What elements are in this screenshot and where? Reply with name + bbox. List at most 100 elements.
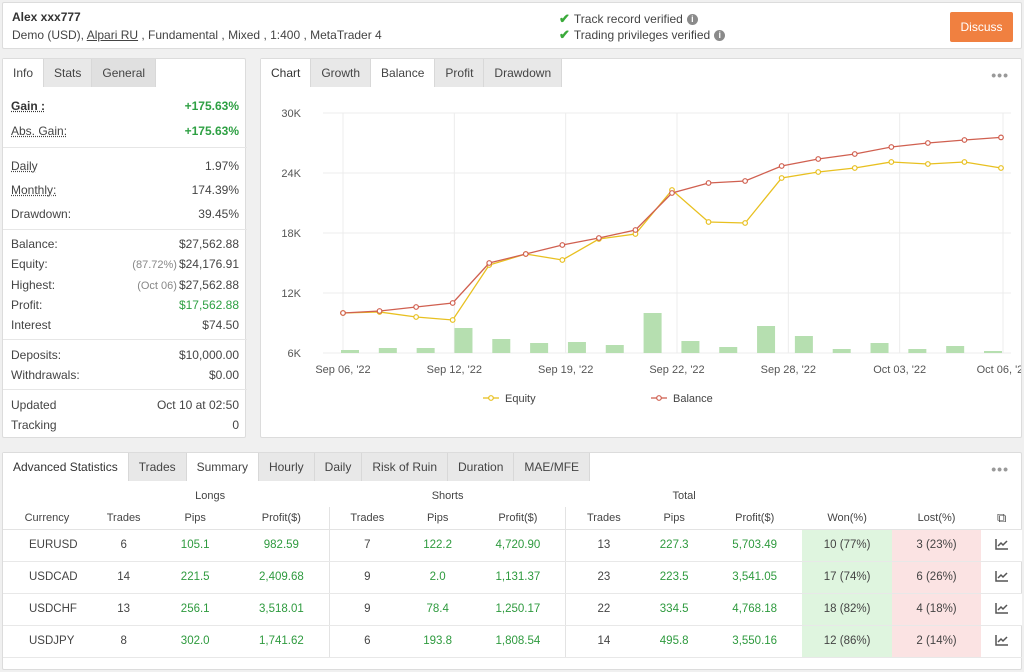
info-icon[interactable]: i — [686, 13, 698, 25]
data-point-balance — [924, 140, 931, 146]
table-cell: 3 (23%) — [891, 529, 982, 562]
table-cell: 9 — [328, 561, 405, 594]
chart-trend-icon[interactable] — [981, 529, 1022, 562]
info-icon[interactable]: i — [714, 29, 726, 41]
stat-deposits: Deposits: $10,000.00 — [11, 348, 239, 362]
stats-tabs: Info Stats General — [3, 59, 157, 87]
tab-drawdown[interactable]: Drawdown — [484, 59, 563, 87]
table-cell: 23 — [565, 561, 642, 594]
chart-trend-icon[interactable] — [981, 561, 1022, 594]
table-cell: 3,518.01 — [233, 593, 330, 626]
data-point-equity — [559, 257, 566, 263]
more-icon[interactable]: ••• — [991, 67, 1009, 83]
summary-table: Longs Shorts Total Currency Trades Pips … — [3, 485, 1022, 658]
x-tick-label: Sep 22, '22 — [649, 364, 704, 376]
table-cell: 10 (77%) — [802, 529, 892, 562]
tab-general[interactable]: General — [92, 59, 157, 87]
table-cell: 2.0 — [404, 561, 471, 594]
table-cell: 6 — [328, 625, 405, 658]
y-tick-label: 6K — [288, 348, 302, 360]
data-point-balance — [742, 178, 749, 184]
divider — [3, 389, 247, 390]
verif-privileges-label: Trading privileges verified — [573, 28, 711, 42]
chart-title: Chart — [261, 59, 312, 87]
tab-duration[interactable]: Duration — [448, 453, 515, 481]
currency-cell: USDJPY — [3, 625, 91, 658]
y-tick-label: 24K — [281, 168, 301, 180]
tab-trades[interactable]: Trades — [128, 453, 187, 481]
col-profit: Profit($) — [470, 507, 566, 530]
more-icon[interactable]: ••• — [991, 461, 1009, 477]
data-point-balance — [559, 242, 566, 248]
data-point-equity — [778, 175, 785, 181]
stats-panel: Info Stats General Gain : +175.63% Abs. G… — [2, 58, 247, 438]
divider — [3, 147, 247, 148]
broker-link[interactable]: Alpari RU — [86, 28, 139, 42]
chart-tabs: Chart Growth Balance Profit Drawdown — [261, 59, 563, 87]
table-cell: 3,550.16 — [706, 625, 803, 658]
table-cell: 22 — [565, 593, 642, 626]
legend-label: Equity — [505, 393, 536, 405]
data-point-equity — [705, 219, 712, 225]
table-cell: 495.8 — [641, 625, 707, 658]
series-line-equity — [342, 161, 1002, 321]
table-cell: 14 — [565, 625, 642, 658]
volume-bar — [946, 346, 965, 353]
data-point-balance — [595, 235, 602, 241]
chart-trend-icon[interactable] — [981, 625, 1022, 658]
tab-hourly[interactable]: Hourly — [258, 453, 315, 481]
account-info: Demo (USD), Alpari RU , Fundamental , Mi… — [12, 28, 382, 42]
table-cell: 6 — [90, 529, 157, 562]
stat-drawdown: Drawdown: 39.45% — [11, 207, 239, 221]
table-cell: 227.3 — [641, 529, 707, 562]
tab-profit[interactable]: Profit — [435, 59, 485, 87]
table-row: USDJPY 8 302.0 1,741.62 6 193.8 1,808.54 14 495.… — [3, 625, 1022, 658]
data-point-equity — [924, 161, 931, 167]
tab-risk-of-ruin[interactable]: Risk of Ruin — [362, 453, 449, 481]
divider — [3, 339, 247, 340]
data-point-balance — [669, 190, 675, 196]
verif-track-label: Track record verified — [573, 12, 683, 26]
data-point-equity — [449, 317, 456, 323]
copy-icon[interactable]: ⧉ — [981, 507, 1022, 530]
table-cell: 982.59 — [233, 529, 330, 562]
currency-cell: USDCHF — [3, 593, 91, 626]
data-point-balance — [815, 156, 822, 162]
series-line-balance — [342, 136, 1002, 314]
table-cell: 122.2 — [404, 529, 471, 562]
table-cell: 1,741.62 — [233, 625, 330, 658]
table-cell: 13 — [90, 593, 157, 626]
discuss-button[interactable]: Discuss — [950, 12, 1013, 42]
col-lost: Lost(%) — [891, 507, 982, 530]
adv-title: Advanced Statistics — [3, 453, 129, 481]
volume-bar — [908, 349, 927, 353]
x-tick-label: Sep 12, '22 — [427, 364, 482, 376]
currency-cell: EURUSD — [3, 529, 91, 562]
chart-trend-icon[interactable] — [981, 593, 1022, 626]
volume-bar — [984, 351, 1002, 353]
account-info-prefix: Demo (USD), — [12, 28, 87, 42]
table-cell: 14 — [90, 561, 157, 594]
volume-bar — [530, 343, 549, 353]
col-profit: Profit($) — [706, 507, 803, 530]
col-trades: Trades — [328, 507, 405, 530]
table-cell: 78.4 — [404, 593, 471, 626]
data-point-balance — [449, 300, 456, 306]
x-tick-label: Sep 19, '22 — [538, 364, 593, 376]
table-cell: 9 — [328, 593, 405, 626]
table-cell: 223.5 — [641, 561, 707, 594]
y-tick-label: 30K — [281, 108, 301, 120]
tab-info[interactable]: Info — [3, 59, 45, 87]
tab-summary[interactable]: Summary — [186, 453, 259, 481]
tab-balance[interactable]: Balance — [371, 59, 436, 87]
tab-daily[interactable]: Daily — [314, 453, 363, 481]
tab-mae-mfe[interactable]: MAE/MFE — [514, 453, 591, 481]
x-tick-label: Oct 03, '22 — [873, 364, 926, 376]
tab-stats[interactable]: Stats — [44, 59, 93, 87]
table-cell: 7 — [328, 529, 405, 562]
tab-growth[interactable]: Growth — [311, 59, 372, 87]
volume-bar — [454, 328, 473, 353]
account-name: Alex xxx777 — [12, 10, 81, 24]
chart-panel: Chart Growth Balance Profit Drawdown •••… — [260, 58, 1022, 438]
volume-bar — [870, 343, 889, 353]
